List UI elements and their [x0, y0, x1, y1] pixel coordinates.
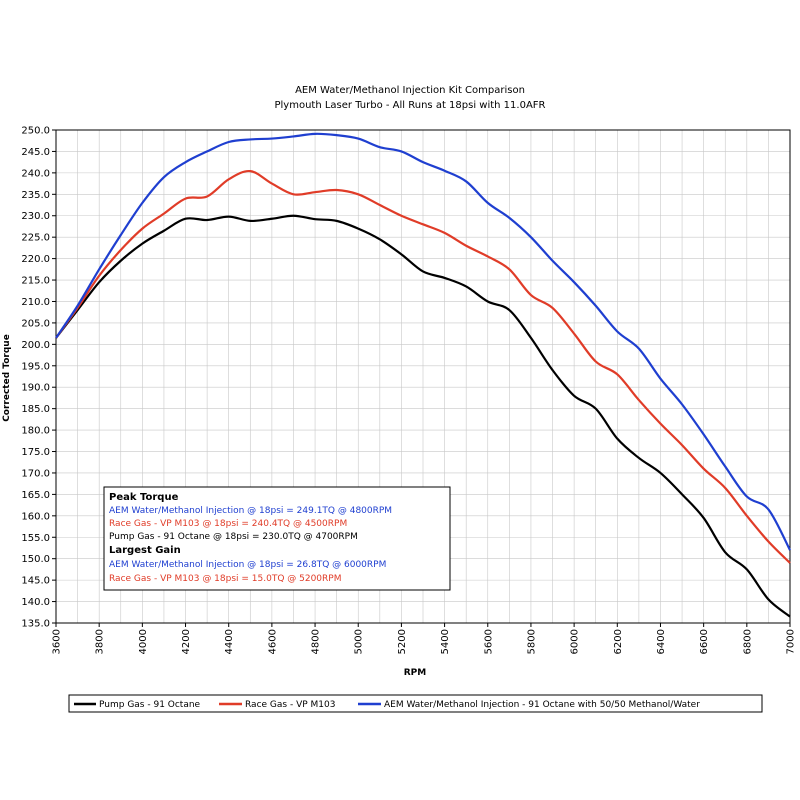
y-tick-label: 225.0 [21, 233, 50, 244]
y-tick-label: 210.0 [21, 297, 50, 308]
y-tick-label: 165.0 [21, 490, 50, 501]
peak-torque-header: Peak Torque [109, 492, 179, 503]
peak-info-box: Peak Torque AEM Water/Methanol Injection… [103, 486, 451, 591]
x-tick-label: 4200 [181, 629, 192, 654]
x-tick-label: 4000 [138, 629, 149, 654]
x-tick-label: 3800 [95, 629, 106, 654]
y-tick-label: 180.0 [21, 426, 50, 437]
x-tick-label: 6600 [699, 629, 710, 654]
y-tick-label: 175.0 [21, 447, 50, 458]
peak-aem-text: AEM Water/Methanol Injection @ 18psi = 2… [109, 506, 392, 516]
y-tick-label: 205.0 [21, 318, 50, 329]
axis-ticks: 250.0 245.0 240.0 235.0 230.0 225.0 220.0 215.0… [21, 126, 796, 655]
x-tick-label: 6200 [613, 629, 624, 654]
largest-gain-header: Largest Gain [109, 545, 181, 556]
y-tick-label: 200.0 [21, 340, 50, 351]
plot-frame [55, 129, 791, 624]
y-axis-label: Corrected Torque [2, 334, 12, 422]
x-tick-label: 5000 [354, 629, 365, 654]
series-line-aem-water-methanol [55, 132, 791, 551]
y-tick-label: 170.0 [21, 468, 50, 479]
y-tick-label: 230.0 [21, 211, 50, 222]
y-tick-label: 185.0 [21, 404, 50, 415]
y-tick-label: 140.0 [21, 597, 50, 608]
x-tick-label: 5800 [526, 629, 537, 654]
y-tick-label: 235.0 [21, 190, 50, 201]
legend-label-pump: Pump Gas - 91 Octane [99, 700, 201, 710]
x-tick-label: 6000 [570, 629, 581, 654]
y-tick-label: 155.0 [21, 533, 50, 544]
series-line-race-gas [55, 170, 791, 564]
peak-race-text: Race Gas - VP M103 @ 18psi = 240.4TQ @ 4… [109, 519, 347, 529]
y-tick-label: 150.0 [21, 554, 50, 565]
legend: Pump Gas - 91 Octane Race Gas - VP M103 … [68, 694, 763, 713]
x-tick-label: 4800 [311, 629, 322, 654]
y-tick-label: 145.0 [21, 576, 50, 587]
chart-subtitle: Plymouth Laser Turbo - All Runs at 18psi… [275, 100, 546, 111]
y-tick-label: 160.0 [21, 511, 50, 522]
legend-frame [68, 694, 763, 713]
x-tick-label: 4400 [224, 629, 235, 654]
y-tick-label: 135.0 [21, 619, 50, 630]
x-tick-label: 3600 [52, 629, 63, 654]
x-axis-label: RPM [404, 668, 427, 678]
y-tick-label: 240.0 [21, 168, 50, 179]
x-tick-label: 5600 [483, 629, 494, 654]
gain-aem-text: AEM Water/Methanol Injection @ 18psi = 2… [109, 560, 386, 570]
y-tick-label: 250.0 [21, 126, 50, 137]
peak-pump-text: Pump Gas - 91 Octane @ 18psi = 230.0TQ @… [109, 532, 358, 542]
chart-title: AEM Water/Methanol Injection Kit Compari… [295, 85, 525, 96]
gain-race-text: Race Gas - VP M103 @ 18psi = 15.0TQ @ 52… [109, 574, 341, 584]
series-lines [55, 132, 791, 618]
info-box-frame [103, 486, 451, 591]
legend-label-aem: AEM Water/Methanol Injection - 91 Octane… [384, 700, 700, 710]
y-tick-label: 190.0 [21, 383, 50, 394]
x-tick-label: 5400 [440, 629, 451, 654]
y-tick-label: 195.0 [21, 361, 50, 372]
x-tick-label: 7000 [786, 629, 797, 654]
y-tick-label: 220.0 [21, 254, 50, 265]
x-tick-label: 4600 [267, 629, 278, 654]
x-tick-label: 5200 [397, 629, 408, 654]
x-tick-label: 6800 [742, 629, 753, 654]
x-tick-label: 6400 [656, 629, 667, 654]
series-line-pump-gas [55, 214, 791, 618]
legend-label-race: Race Gas - VP M103 [245, 700, 335, 710]
y-tick-label: 215.0 [21, 276, 50, 287]
y-tick-label: 245.0 [21, 147, 50, 158]
